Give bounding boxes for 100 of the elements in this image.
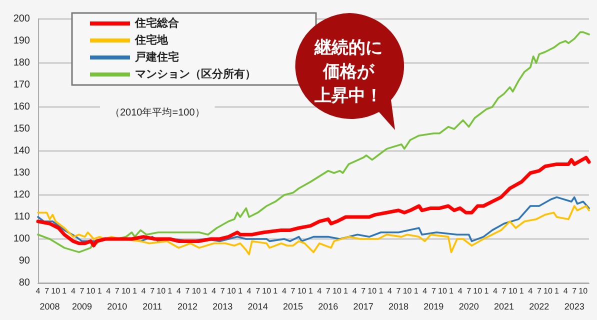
x-tick-label: 10 — [402, 286, 412, 296]
x-tick-label: 10 — [332, 286, 342, 296]
x-tick-label: 1 — [62, 286, 68, 296]
x-tick-label: 10 — [368, 286, 378, 296]
x-tick-label: 10 — [121, 286, 131, 296]
x-tick-label: 1 — [484, 286, 490, 296]
x-tick-label: 1 — [554, 286, 560, 296]
x-tick-label: 1 — [132, 286, 138, 296]
x-tick-label: 4 — [106, 286, 112, 296]
line-series — [36, 156, 591, 248]
y-tick-label: 150 — [13, 124, 30, 134]
x-tick-label: 4 — [458, 286, 463, 296]
x2-tick-label: 2011 — [142, 302, 162, 312]
x-tick-label: 4 — [422, 286, 428, 296]
x-tick-label: 10 — [262, 286, 272, 296]
y-tick-label: 180 — [13, 58, 30, 68]
legend-label: 住宅総合 — [134, 16, 180, 30]
x2-tick-label: 2020 — [458, 302, 479, 312]
x-tick-label: 10 — [544, 286, 553, 296]
x-tick-label: 7 — [256, 286, 261, 296]
x-tick-label: 7 — [290, 286, 296, 296]
x-tick-label: 1 — [414, 286, 419, 296]
x-tick-label: 4 — [246, 286, 252, 296]
x-tick-label: 7 — [150, 286, 156, 296]
y-tick-label: 170 — [13, 80, 30, 90]
x-tick-label: 1 — [97, 286, 102, 296]
legend-label: マンション（区分所有） — [135, 68, 256, 80]
x-tick-label: 1 — [378, 286, 384, 296]
legend-label: 戸建住宅 — [134, 50, 179, 64]
x-tick-label: 10 — [192, 286, 202, 296]
y-tick-label: 160 — [13, 102, 30, 112]
x2-tick-label: 2008 — [40, 302, 60, 312]
x2-tick-label: 2018 — [388, 302, 409, 312]
x2-tick-label: 2010 — [107, 302, 128, 312]
x-tick-label: 7 — [80, 286, 85, 296]
x2-tick-label: 2017 — [353, 302, 374, 312]
x-tick-label: 10 — [226, 286, 236, 296]
x-tick-label: 7 — [44, 286, 50, 296]
x-tick-label: 1 — [344, 286, 349, 296]
x-tick-label: 4 — [141, 286, 146, 296]
x-tick-label: 4 — [282, 286, 287, 296]
x-tick-label: 7 — [326, 286, 331, 296]
x-tick-label: 10 — [156, 286, 166, 296]
x-tick-label: 4 — [563, 286, 568, 296]
x2-tick-label: 2023 — [564, 302, 584, 312]
x-tick-label: 4 — [528, 286, 534, 296]
y-tick-label: 90 — [18, 256, 30, 266]
x-tick-label: 1 — [449, 286, 454, 296]
y-tick-label: 130 — [13, 168, 30, 178]
x-tick-label: 10 — [438, 286, 448, 296]
annotation: 価格が — [322, 61, 376, 84]
x-tick-label: 4 — [212, 286, 217, 296]
text: （2010年平均=100） — [110, 106, 205, 118]
x-tick-label: 7 — [220, 286, 226, 296]
x-tick-label: 7 — [361, 286, 366, 296]
x-tick-label: 10 — [297, 286, 307, 296]
x-tick-label: 1 — [273, 286, 278, 296]
y-tick-label: 100 — [13, 234, 30, 244]
line-series — [37, 205, 590, 256]
legend-label: 住宅地 — [134, 34, 169, 46]
x2-tick-label: 2013 — [212, 302, 233, 312]
y-tick-label: 200 — [13, 14, 30, 24]
x-tick-label: 1 — [308, 286, 314, 296]
x-tick-label: 7 — [536, 286, 542, 296]
x-tick-label: 7 — [431, 286, 436, 296]
x-tick-label: 1 — [202, 286, 208, 296]
annotation: 継続的に — [313, 37, 384, 60]
x2-tick-label: 2009 — [72, 302, 92, 312]
x-tick-label: 4 — [387, 286, 392, 296]
x-tick-label: 4 — [492, 286, 498, 296]
y-tick-label: 140 — [13, 146, 30, 156]
x2-tick-label: 2021 — [494, 302, 514, 312]
x-tick-label: 4 — [36, 286, 41, 296]
x2-tick-label: 2019 — [424, 302, 444, 312]
x-tick-label: 7 — [502, 286, 507, 296]
x2-tick-label: 2022 — [529, 302, 550, 312]
x-tick-label: 4 — [317, 286, 322, 296]
x-tick-label: 7 — [466, 286, 472, 296]
x2-tick-label: 2016 — [318, 302, 338, 312]
y-tick-label: 80 — [18, 278, 30, 288]
x-tick-label: 7 — [185, 286, 190, 296]
x-tick-label: 10 — [578, 286, 588, 296]
x-tick-label: 4 — [176, 286, 182, 296]
x-tick-label: 10 — [86, 286, 96, 296]
x-tick-label: 4 — [352, 286, 358, 296]
x-tick-label: 10 — [473, 286, 483, 296]
line-series — [37, 31, 590, 254]
x-tick-label: 4 — [70, 286, 76, 296]
x-tick-label: 1 — [238, 286, 243, 296]
x-tick-label: 7 — [114, 286, 120, 296]
x-tick-label: 7 — [396, 286, 402, 296]
y-tick-label: 190 — [13, 36, 30, 46]
x-tick-label: 1 — [168, 286, 173, 296]
x2-tick-label: 2015 — [282, 302, 303, 312]
x-tick-label: 7 — [572, 286, 578, 296]
y-tick-label: 110 — [14, 212, 30, 222]
x2-tick-label: 2014 — [248, 302, 268, 312]
x2-tick-label: 2012 — [177, 302, 198, 312]
x-tick-label: 10 — [508, 286, 518, 296]
x-tick-label: 10 — [51, 286, 61, 296]
